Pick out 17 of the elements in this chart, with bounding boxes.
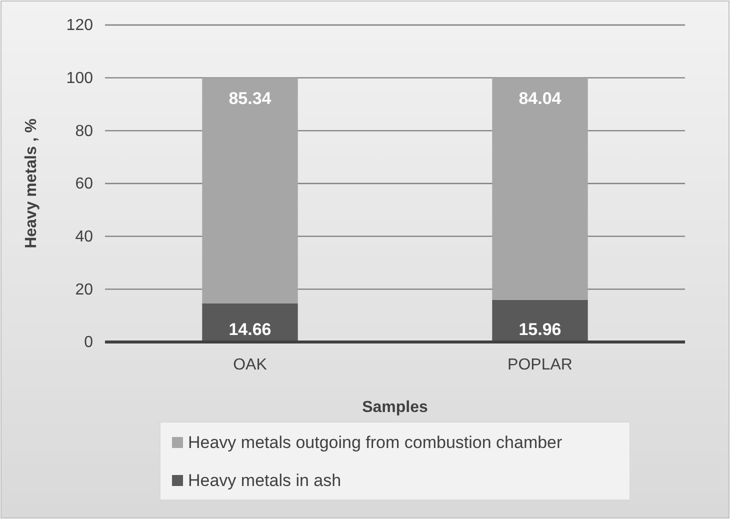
x-tick-label: POPLAR [508,356,572,374]
x-axis-title: Samples [362,399,428,416]
y-tick-label: 0 [84,334,94,352]
y-tick-label: 60 [75,176,94,193]
y-tick-label: 100 [66,70,94,87]
data-label: 85.34 [228,88,272,108]
y-tick-label: 20 [75,281,94,298]
y-tick-label: 40 [75,228,94,246]
y-axis-title: Heavy metals , % [23,118,40,248]
legend-label: Heavy metals in ash [188,471,342,490]
data-label: 84.04 [518,88,562,108]
x-tick-label: OAK [233,356,268,374]
y-tick-label: 120 [66,17,94,34]
legend-label: Heavy metals outgoing from combustion chamber [188,433,563,452]
y-tick-label: 80 [75,122,94,140]
data-label: 14.66 [228,320,272,339]
data-label: 15.96 [518,320,562,339]
